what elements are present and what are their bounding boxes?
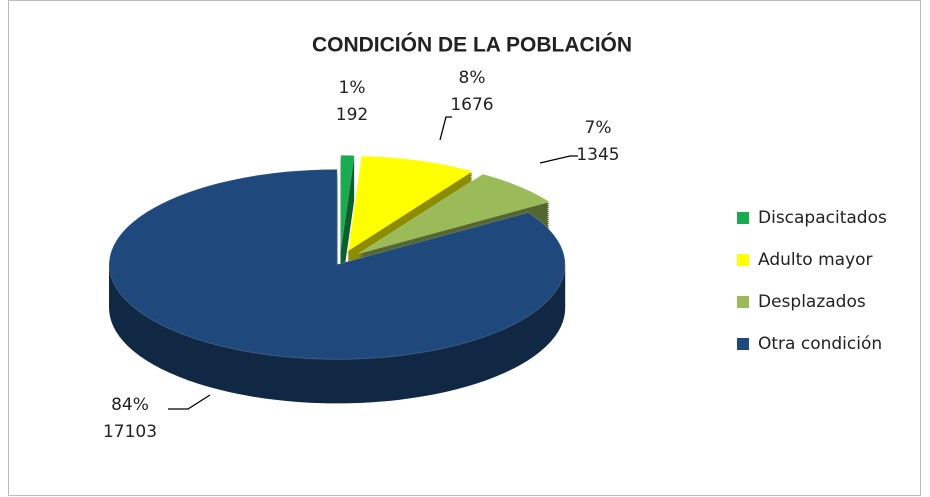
data-label-percent: 84% (111, 395, 149, 415)
labels: 1% 192 8% 1676 7% 1345 84% 17103 (103, 68, 620, 442)
data-label-percent: 1% (339, 78, 366, 98)
pie (108, 154, 566, 404)
legend-label: Discapacitados (758, 208, 887, 228)
data-label-value: 192 (336, 105, 368, 125)
legend-label: Desplazados (758, 292, 866, 312)
leader-line (439, 116, 452, 141)
legend-label: Otra condición (758, 334, 882, 354)
data-label-value: 1345 (576, 145, 619, 165)
data-label-percent: 8% (459, 68, 486, 88)
slice (340, 154, 355, 295)
legend-swatch (737, 212, 749, 224)
legend-swatch (737, 296, 749, 308)
leader-line (539, 155, 578, 164)
slice-top (347, 155, 474, 252)
legend: Discapacitados Adulto mayor Desplazados Otr… (737, 208, 887, 354)
slice-top (340, 154, 355, 251)
data-label-percent: 7% (585, 118, 612, 138)
legend-swatch (737, 254, 749, 266)
leader-line (168, 394, 211, 410)
data-label-value: 1676 (450, 95, 493, 115)
slice (108, 168, 566, 404)
legend-swatch (737, 338, 749, 350)
legend-label: Adulto mayor (758, 250, 873, 270)
data-label-value: 17103 (103, 422, 157, 442)
slice-top (108, 168, 566, 360)
chart-title: CONDICIÓN DE LA POBLACIÓN (312, 33, 632, 57)
slice-top (358, 173, 551, 255)
